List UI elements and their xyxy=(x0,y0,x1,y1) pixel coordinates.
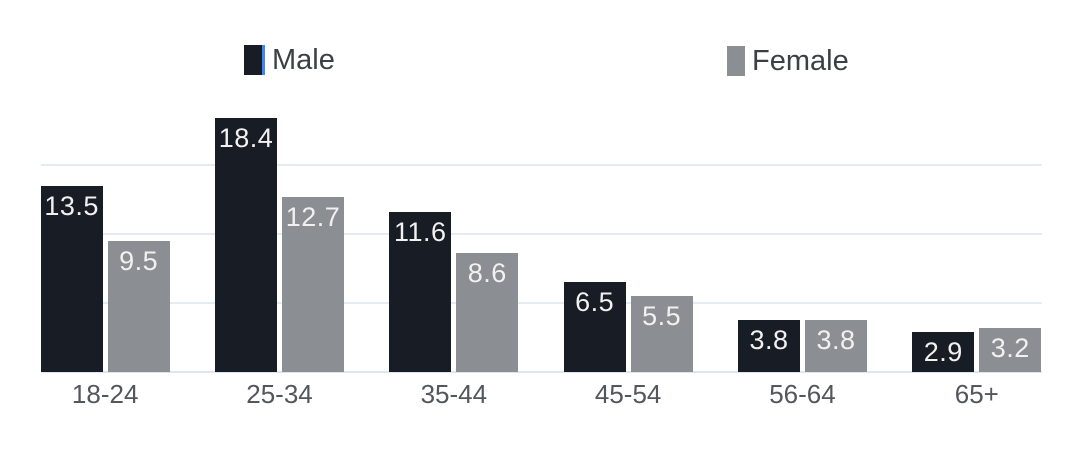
legend-swatch-female xyxy=(727,46,745,76)
x-axis-label-56-64: 56-64 xyxy=(769,379,836,409)
bar-value-label: 9.5 xyxy=(119,246,159,276)
bar-group-35-44: 11.6 8.6 xyxy=(367,118,541,372)
bar-value-label: 3.2 xyxy=(990,333,1030,363)
bar-male-56-64[interactable]: 3.8 xyxy=(737,320,800,372)
bar-value-label: 6.5 xyxy=(575,287,615,317)
x-axis-label-25-34: 25-34 xyxy=(246,379,313,409)
bar-group-56-64: 3.8 3.8 xyxy=(715,118,889,372)
bar-value-label: 12.7 xyxy=(285,202,341,232)
x-axis-label-35-44: 35-44 xyxy=(420,379,488,409)
bar-value-label: 5.5 xyxy=(642,301,682,331)
bar-female-25-34[interactable]: 12.7 xyxy=(281,197,344,372)
legend-item-female[interactable]: Female xyxy=(727,46,849,76)
x-axis-label-65-: 65+ xyxy=(954,379,999,409)
gridline-15 xyxy=(41,164,1042,166)
gridline-5 xyxy=(41,302,1042,304)
plot-area: 13.5 9.5 18.4 12.7 11.6 8.6 6.5 5.5 3.8 3.8 2.9 3.2 xyxy=(18,118,1064,372)
bar-male-45-54[interactable]: 6.5 xyxy=(563,282,626,372)
text-cursor xyxy=(262,45,265,75)
bar-male-65-[interactable]: 2.9 xyxy=(912,332,975,372)
bar-value-label: 3.8 xyxy=(749,325,789,355)
bar-value-label: 11.6 xyxy=(394,217,447,247)
baseline xyxy=(41,371,1042,373)
bar-male-18-24[interactable]: 13.5 xyxy=(40,186,103,372)
bar-female-35-44[interactable]: 8.6 xyxy=(456,253,519,372)
bar-group-25-34: 18.4 12.7 xyxy=(192,118,366,372)
legend-swatch-male xyxy=(244,45,262,75)
bar-male-25-34[interactable]: 18.4 xyxy=(214,118,277,372)
bar-female-45-54[interactable]: 5.5 xyxy=(630,296,693,372)
x-axis-label-45-54: 45-54 xyxy=(594,379,662,409)
bar-value-label: 13.5 xyxy=(44,191,99,221)
bar-value-label: 18.4 xyxy=(218,123,274,153)
legend-item-male[interactable]: Male xyxy=(244,45,335,75)
x-axis: 18-24 25-34 35-44 45-54 56-64 65+ xyxy=(18,380,1064,408)
bar-female-65-[interactable]: 3.2 xyxy=(979,328,1042,372)
bar-group-18-24: 13.5 9.5 xyxy=(18,118,192,372)
bar-value-label: 3.8 xyxy=(816,325,856,355)
bar-group-45-54: 6.5 5.5 xyxy=(541,118,715,372)
x-axis-label-18-24: 18-24 xyxy=(71,379,139,409)
bar-female-56-64[interactable]: 3.8 xyxy=(804,320,867,372)
bar-female-18-24[interactable]: 9.5 xyxy=(107,241,170,372)
bar-group-65-: 2.9 3.2 xyxy=(890,118,1064,372)
bar-value-label: 8.6 xyxy=(467,258,507,288)
legend-label-male: Male xyxy=(272,44,335,76)
legend-label-female: Female xyxy=(752,45,849,77)
bar-value-label: 2.9 xyxy=(923,337,963,367)
gridline-10 xyxy=(41,233,1042,235)
bar-male-35-44[interactable]: 11.6 xyxy=(389,212,452,372)
